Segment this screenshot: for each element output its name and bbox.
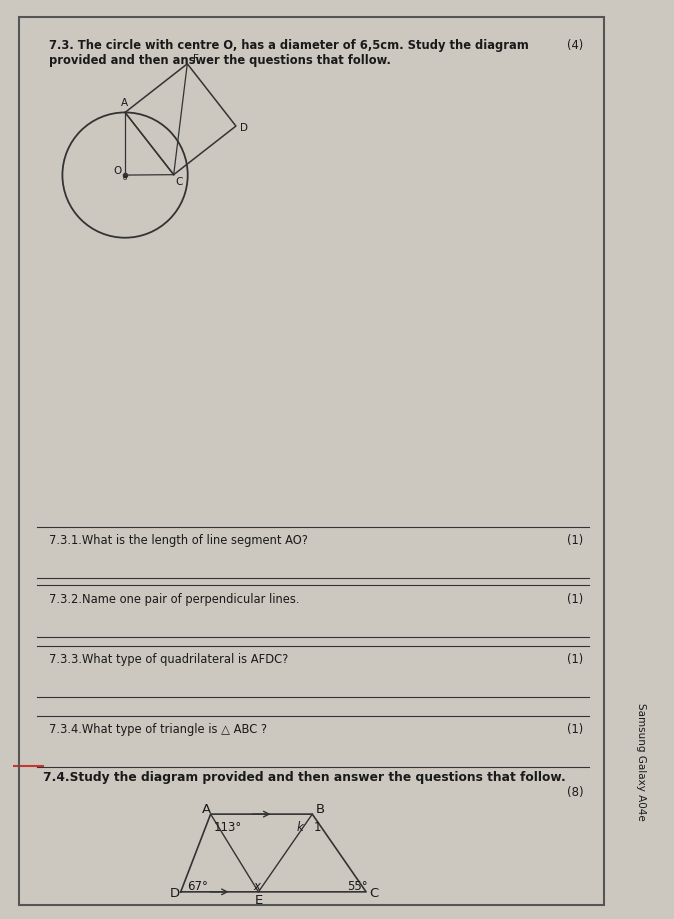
- Text: D: D: [169, 887, 179, 900]
- Text: 55°: 55°: [346, 879, 367, 892]
- Text: D: D: [241, 123, 248, 133]
- Text: k: k: [297, 820, 303, 833]
- Text: x: x: [253, 879, 260, 892]
- Text: A: A: [121, 97, 128, 108]
- Text: O: O: [113, 165, 121, 176]
- Text: o: o: [123, 176, 127, 181]
- Text: C: C: [369, 887, 378, 900]
- Text: 7.3.1.What is the length of line segment AO?: 7.3.1.What is the length of line segment…: [49, 533, 308, 546]
- Text: C: C: [176, 176, 183, 187]
- Text: 7.3.4.What type of triangle is △ ABC ?: 7.3.4.What type of triangle is △ ABC ?: [49, 722, 268, 735]
- Text: E: E: [255, 893, 263, 906]
- Text: (1): (1): [567, 592, 584, 605]
- Text: Samsung Galaxy A04e: Samsung Galaxy A04e: [636, 702, 646, 820]
- Text: 7.3.3.What type of quadrilateral is AFDC?: 7.3.3.What type of quadrilateral is AFDC…: [49, 652, 288, 665]
- Text: 7.4.Study the diagram provided and then answer the questions that follow.: 7.4.Study the diagram provided and then …: [43, 770, 566, 783]
- Text: F: F: [193, 54, 199, 64]
- Text: A: A: [202, 802, 211, 815]
- Text: (8): (8): [567, 786, 584, 799]
- Text: 7.3.2.Name one pair of perpendicular lines.: 7.3.2.Name one pair of perpendicular lin…: [49, 592, 300, 605]
- Text: (1): (1): [567, 722, 584, 735]
- Text: 7.3. The circle with centre O, has a diameter of 6,5cm. Study the diagram
provid: 7.3. The circle with centre O, has a dia…: [49, 39, 529, 67]
- Text: B: B: [315, 802, 324, 815]
- Text: (4): (4): [567, 39, 584, 51]
- Text: 113°: 113°: [214, 820, 242, 833]
- Text: (1): (1): [567, 652, 584, 665]
- Text: 1: 1: [314, 820, 321, 833]
- Text: 67°: 67°: [187, 879, 208, 892]
- Text: (1): (1): [567, 533, 584, 546]
